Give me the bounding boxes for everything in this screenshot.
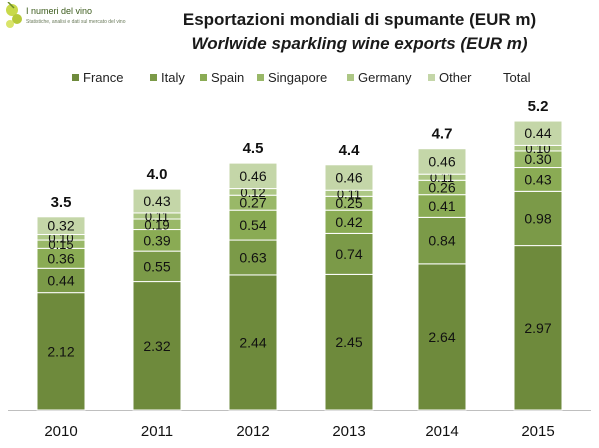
bar-other-2012 <box>228 162 278 190</box>
data-label-singapore-2010: 0.15 <box>48 237 73 252</box>
total-label-2010: 3.5 <box>51 194 72 211</box>
data-label-singapore-2011: 0.19 <box>144 217 169 232</box>
legend-label-spain: Spain <box>211 70 244 85</box>
data-label-france-2010: 2.12 <box>47 343 74 359</box>
data-label-singapore-2014: 0.26 <box>428 179 455 195</box>
data-label-italy-2014: 0.84 <box>428 233 455 249</box>
data-label-singapore-2015: 0.30 <box>524 151 551 167</box>
data-label-other-2011: 0.43 <box>143 193 170 209</box>
data-label-italy-2013: 0.74 <box>335 246 362 262</box>
bar-other-2010 <box>36 216 86 236</box>
brand-name: I numeri del vino <box>26 6 93 16</box>
x-tick-label-2013: 2013 <box>332 423 365 440</box>
legend-swatch-france <box>72 74 79 81</box>
data-label-france-2012: 2.44 <box>239 334 266 350</box>
total-label-2011: 4.0 <box>147 166 168 183</box>
chart-subtitle: Worlwide sparkling wine exports (EUR m) <box>191 34 528 53</box>
bar-other-2015 <box>513 120 563 146</box>
data-label-spain-2011: 0.39 <box>143 232 170 248</box>
data-label-other-2013: 0.46 <box>335 170 362 186</box>
bar-france-2013 <box>324 273 374 411</box>
data-label-italy-2011: 0.55 <box>143 258 170 274</box>
bar-france-2010 <box>36 292 86 411</box>
legend-swatch-italy <box>150 74 157 81</box>
bar-france-2012 <box>228 274 278 411</box>
data-label-spain-2012: 0.54 <box>239 217 266 233</box>
total-label-2014: 4.7 <box>432 126 453 143</box>
legend-label-germany: Germany <box>358 70 412 85</box>
x-tick-label-2010: 2010 <box>44 423 77 440</box>
brand-logo: I numeri del vino Statistiche, analisi e… <box>4 1 126 42</box>
bar-france-2014 <box>417 263 467 411</box>
x-tick-label-2014: 2014 <box>425 423 458 440</box>
x-tick-label-2012: 2012 <box>236 423 269 440</box>
data-label-other-2010: 0.32 <box>47 218 74 234</box>
legend-label-total: Total <box>503 70 531 85</box>
legend-label-singapore: Singapore <box>268 70 327 85</box>
data-label-spain-2015: 0.43 <box>524 171 551 187</box>
bar-italy-2010 <box>36 267 86 294</box>
bar-other-2011 <box>132 188 182 214</box>
data-label-singapore-2013: 0.25 <box>335 195 362 211</box>
chart-title: Esportazioni mondiali di spumante (EUR m… <box>182 10 537 29</box>
data-label-france-2011: 2.32 <box>143 338 170 354</box>
data-label-france-2015: 2.97 <box>524 320 551 336</box>
data-label-singapore-2012: 0.27 <box>239 195 266 211</box>
data-label-italy-2015: 0.98 <box>524 210 551 226</box>
legend-swatch-spain <box>200 74 207 81</box>
data-label-spain-2014: 0.41 <box>428 198 455 214</box>
bar-italy-2012 <box>228 239 278 276</box>
brand-tagline: Statistiche, analisi e dati sul mercato … <box>26 19 126 25</box>
legend-label-italy: Italy <box>161 70 185 85</box>
data-label-italy-2012: 0.63 <box>239 249 266 265</box>
total-label-2012: 4.5 <box>243 140 264 157</box>
data-label-other-2014: 0.46 <box>428 153 455 169</box>
bar-italy-2015 <box>513 190 563 247</box>
bar-france-2015 <box>513 245 563 411</box>
data-label-spain-2013: 0.42 <box>335 214 362 230</box>
legend-swatch-singapore <box>257 74 264 81</box>
data-label-other-2015: 0.44 <box>524 125 551 141</box>
legend-label-france: France <box>83 70 123 85</box>
data-label-other-2012: 0.46 <box>239 168 266 184</box>
x-tick-label-2011: 2011 <box>141 423 173 440</box>
x-tick-label-2015: 2015 <box>521 423 554 440</box>
data-label-france-2014: 2.64 <box>428 329 455 345</box>
legend-label-other: Other <box>439 70 472 85</box>
legend-swatch-germany <box>347 74 354 81</box>
bar-other-2014 <box>417 148 467 175</box>
total-label-2013: 4.4 <box>339 142 361 159</box>
data-label-france-2013: 2.45 <box>335 334 362 350</box>
data-label-spain-2010: 0.36 <box>47 250 74 266</box>
bar-other-2013 <box>324 164 374 191</box>
legend-swatch-other <box>428 74 435 81</box>
bar-spain-2012 <box>228 209 278 241</box>
data-label-italy-2010: 0.44 <box>47 272 74 288</box>
grape-logo-icon <box>6 1 22 28</box>
bar-italy-2014 <box>417 216 467 265</box>
total-label-2015: 5.2 <box>528 98 549 115</box>
